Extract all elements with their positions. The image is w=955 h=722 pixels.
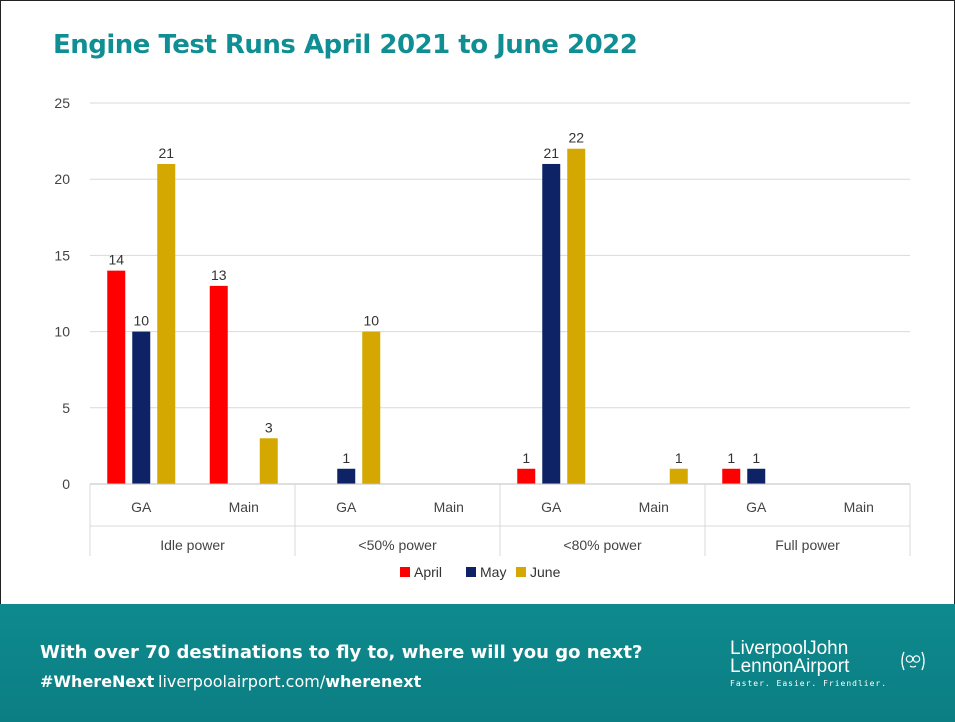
data-label: 21 (158, 145, 174, 161)
legend: April May June (400, 564, 561, 580)
legend-swatch-june (516, 567, 526, 577)
airport-logo: LiverpoolJohn LennonAirport Faster. Easi… (730, 638, 888, 688)
footer-url-bold: wherenext (325, 672, 422, 691)
bar-april (722, 468, 741, 484)
data-label: 14 (108, 252, 124, 268)
data-label: 1 (675, 450, 683, 466)
x-tick-label: GA (746, 499, 767, 515)
data-label: 21 (543, 145, 559, 161)
y-tick-label: 0 (62, 476, 70, 492)
y-tick-label: 15 (54, 247, 70, 263)
bars (107, 148, 766, 484)
x-tick-label: GA (336, 499, 357, 515)
footer-url[interactable]: liverpoolairport.com/wherenext (158, 672, 421, 691)
legend-label: April (414, 564, 442, 580)
data-label: 22 (568, 130, 584, 146)
y-tick-label: 25 (54, 95, 70, 111)
bar-april (517, 468, 536, 484)
bar-may (132, 331, 151, 484)
bar-june (567, 148, 586, 484)
bar-april (209, 285, 228, 484)
data-label: 13 (211, 267, 227, 283)
bar-may (337, 468, 356, 484)
logo-line2: LennonAirport (730, 656, 850, 677)
legend-label: June (530, 564, 561, 580)
y-axis: 0 5 10 15 20 25 (54, 95, 70, 492)
data-label: 1 (752, 450, 760, 466)
legend-swatch-april (400, 567, 410, 577)
bar-april (107, 270, 126, 484)
data-labels: 14 10 21 13 3 1 10 1 21 22 1 1 1 (108, 130, 760, 466)
footer-url-plain: liverpoolairport.com/ (158, 672, 326, 691)
data-label: 1 (342, 450, 350, 466)
bar-may (747, 468, 766, 484)
bar-june (362, 331, 381, 484)
group-label: <80% power (563, 537, 642, 553)
footer-banner: With over 70 destinations to fly to, whe… (0, 604, 955, 722)
data-label: 10 (133, 313, 149, 329)
y-tick-label: 5 (62, 400, 70, 416)
logo-line1: LiverpoolJohn (730, 638, 849, 659)
logo-slogan: Faster. Easier. Friendlier. (730, 679, 888, 688)
x-axis: GA Main GA Main GA Main GA Main Idle power <50% p… (89, 483, 911, 556)
footer-hashtag: #WhereNext (40, 672, 155, 691)
x-tick-label: Main (639, 499, 669, 515)
bar-may (542, 163, 561, 484)
x-tick-label: Main (844, 499, 874, 515)
x-tick-label: Main (229, 499, 259, 515)
legend-swatch-may (466, 567, 476, 577)
group-label: <50% power (358, 537, 437, 553)
x-tick-label: Main (434, 499, 464, 515)
footer-tagline: With over 70 destinations to fly to, whe… (40, 642, 643, 663)
data-label: 1 (522, 450, 530, 466)
data-label: 3 (265, 419, 273, 435)
y-tick-label: 10 (54, 324, 70, 340)
john-lennon-logo-icon (901, 651, 925, 671)
legend-label: May (480, 564, 506, 580)
bar-june (157, 163, 176, 484)
group-label: Full power (775, 537, 840, 553)
bar-june (259, 438, 278, 484)
data-label: 1 (727, 450, 735, 466)
x-tick-label: GA (131, 499, 152, 515)
x-tick-label: GA (541, 499, 562, 515)
group-label: Idle power (160, 537, 225, 553)
y-tick-label: 20 (54, 171, 70, 187)
chart-title: Engine Test Runs April 2021 to June 2022 (53, 30, 638, 60)
data-label: 10 (363, 313, 379, 329)
bar-june (669, 468, 688, 484)
